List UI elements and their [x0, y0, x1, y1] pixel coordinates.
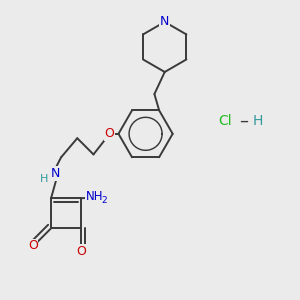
- Text: O: O: [76, 245, 86, 258]
- Text: NH: NH: [85, 190, 103, 203]
- Text: N: N: [160, 15, 169, 28]
- Text: O: O: [28, 239, 38, 253]
- Text: –: –: [239, 112, 248, 130]
- Text: 2: 2: [102, 196, 107, 205]
- Text: O: O: [105, 127, 115, 140]
- Text: Cl: Cl: [218, 114, 232, 128]
- Text: H: H: [252, 114, 263, 128]
- Text: N: N: [51, 167, 61, 180]
- Text: H: H: [40, 174, 48, 184]
